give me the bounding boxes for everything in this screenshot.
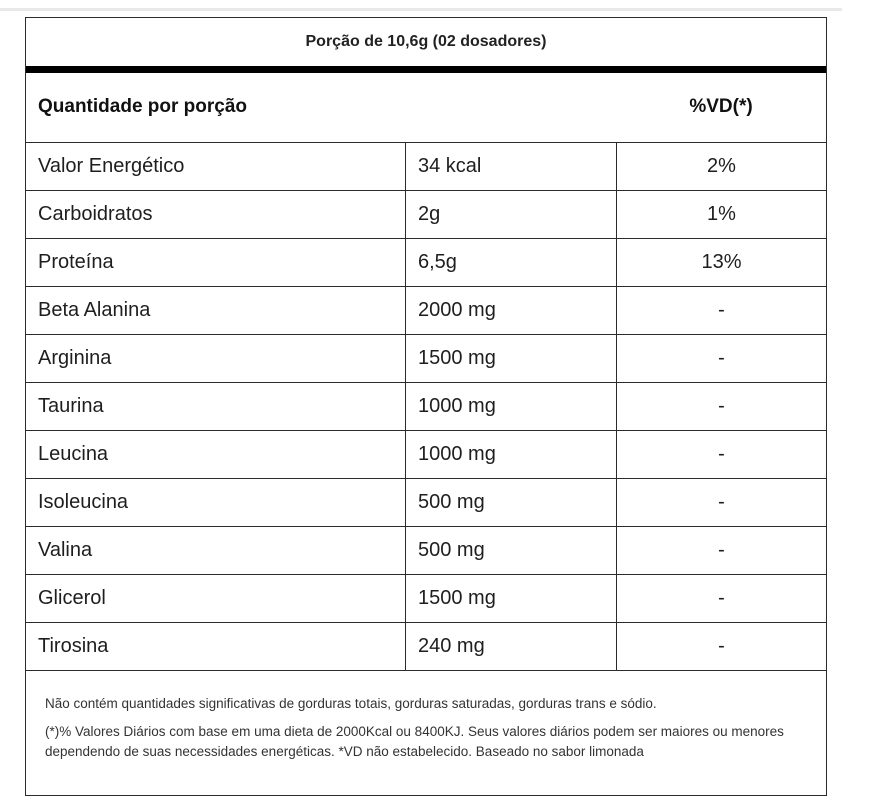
nutrient-name: Valor Energético [38, 155, 185, 177]
nutrition-facts-table: Porção de 10,6g (02 dosadores) Quantidad… [25, 17, 827, 796]
header-vd: %VD(*) [689, 96, 753, 117]
nutrient-vd: - [616, 623, 826, 670]
table-row: Carboidratos 2g 1% [26, 191, 826, 239]
header-quantity: Quantidade por porção [38, 96, 248, 117]
table-row: Arginina 1500 mg - [26, 335, 826, 383]
nutrient-vd: - [616, 383, 826, 430]
nutrient-amount: 2g [405, 191, 616, 238]
nutrient-amount: 1000 mg [405, 431, 616, 478]
table-row: Tirosina 240 mg - [26, 623, 826, 671]
nutrient-name: Glicerol [38, 587, 106, 609]
serving-size: Porção de 10,6g (02 dosadores) [305, 33, 547, 50]
table-header: Quantidade por porção %VD(*) [26, 73, 826, 143]
table-row: Valina 500 mg - [26, 527, 826, 575]
nutrient-name: Isoleucina [38, 491, 129, 513]
nutrient-name: Proteína [38, 251, 114, 273]
nutrient-vd: 1% [616, 191, 826, 238]
nutrient-name: Valina [38, 539, 93, 561]
thick-divider [26, 66, 826, 73]
nutrient-vd: - [616, 335, 826, 382]
table-row: Taurina 1000 mg - [26, 383, 826, 431]
nutrient-name: Carboidratos [38, 203, 153, 225]
nutrient-amount: 1500 mg [405, 575, 616, 622]
nutrient-vd: - [616, 431, 826, 478]
nutrient-vd: 2% [616, 143, 826, 190]
nutrient-name: Arginina [38, 347, 112, 369]
nutrient-amount: 34 kcal [405, 143, 616, 190]
nutrient-name: Tirosina [38, 635, 109, 657]
table-row: Isoleucina 500 mg - [26, 479, 826, 527]
nutrient-rows: Valor Energético 34 kcal 2% Carboidratos… [26, 143, 826, 671]
nutrient-amount: 6,5g [405, 239, 616, 286]
nutrient-vd: - [616, 575, 826, 622]
nutrient-amount: 1000 mg [405, 383, 616, 430]
nutrient-vd: - [616, 287, 826, 334]
nutrient-vd: - [616, 527, 826, 574]
footnotes: Não contém quantidades significativas de… [45, 694, 815, 770]
table-row: Glicerol 1500 mg - [26, 575, 826, 623]
nutrient-amount: 240 mg [405, 623, 616, 670]
nutrient-name: Leucina [38, 443, 109, 465]
table-row: Leucina 1000 mg - [26, 431, 826, 479]
nutrient-amount: 500 mg [405, 527, 616, 574]
nutrient-vd: - [616, 479, 826, 526]
table-row: Proteína 6,5g 13% [26, 239, 826, 287]
nutrient-name: Taurina [38, 395, 104, 417]
nutrient-amount: 2000 mg [405, 287, 616, 334]
top-divider [0, 8, 842, 11]
nutrient-amount: 500 mg [405, 479, 616, 526]
nutrient-amount: 1500 mg [405, 335, 616, 382]
nutrient-name: Beta Alanina [38, 299, 151, 321]
footnote-nutrients: Não contém quantidades significativas de… [45, 696, 657, 711]
nutrient-vd: 13% [616, 239, 826, 286]
footnote-daily-values: (*)% Valores Diários com base em uma die… [45, 724, 784, 759]
table-row: Valor Energético 34 kcal 2% [26, 143, 826, 191]
table-row: Beta Alanina 2000 mg - [26, 287, 826, 335]
